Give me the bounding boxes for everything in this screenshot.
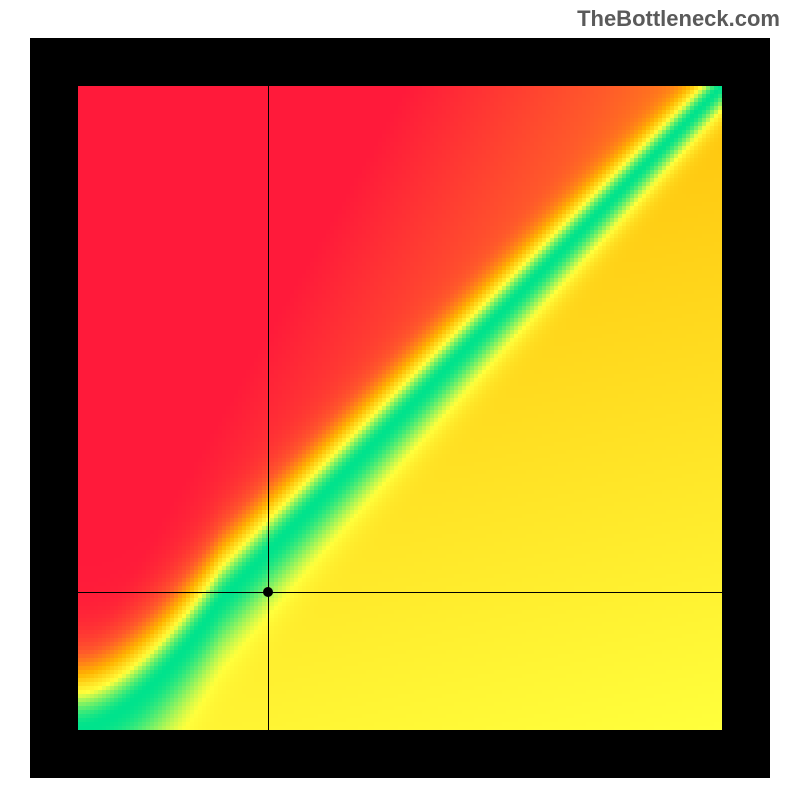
watermark-text: TheBottleneck.com <box>577 6 780 32</box>
crosshair-marker <box>263 587 273 597</box>
crosshair-vertical <box>268 86 269 730</box>
plot-frame <box>30 38 770 778</box>
chart-container: TheBottleneck.com <box>0 0 800 800</box>
crosshair-horizontal <box>78 592 722 593</box>
bottleneck-heatmap <box>78 86 722 730</box>
